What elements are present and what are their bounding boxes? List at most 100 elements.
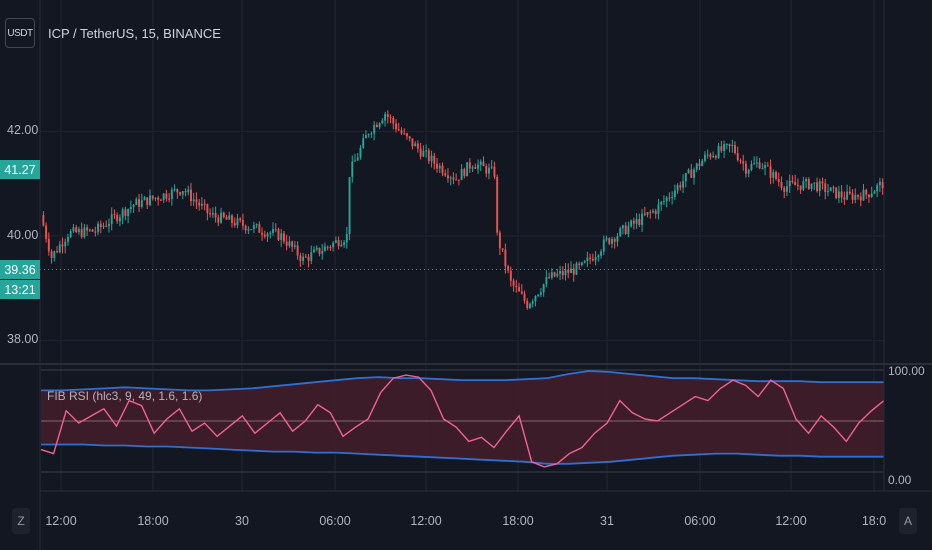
x-tick-6: 18:00	[502, 514, 534, 528]
candle-body	[829, 187, 832, 192]
candle-body	[482, 161, 485, 167]
candle-body	[250, 229, 253, 231]
upper-band-line	[41, 370, 884, 392]
candle-body	[668, 197, 671, 199]
lower-band-line	[41, 443, 884, 465]
candle-body	[395, 123, 397, 130]
zoom-reset-button[interactable]: Z	[12, 508, 30, 534]
candle-body	[266, 233, 269, 237]
candle-body	[523, 293, 526, 301]
candle-body	[67, 236, 69, 242]
x-tick-4: 06:00	[319, 514, 351, 528]
candle-body	[512, 280, 515, 286]
candle-body	[799, 185, 802, 190]
candle-body	[602, 239, 605, 252]
candle-body	[488, 167, 490, 174]
candle-body	[736, 152, 739, 161]
candle-body	[851, 193, 854, 200]
candle-body	[326, 246, 329, 248]
candle-body	[313, 249, 315, 253]
candle-body	[280, 233, 283, 240]
candle-body	[857, 194, 859, 197]
candle-body	[129, 206, 132, 210]
candle-body	[397, 129, 400, 131]
candle-body	[354, 160, 356, 162]
candle-body	[455, 179, 458, 181]
candle-body	[457, 179, 460, 181]
candle-body	[400, 130, 403, 134]
candle-body	[118, 217, 121, 222]
candle-body	[846, 191, 849, 200]
candle-body	[657, 204, 660, 214]
x-tick-1: 12:00	[45, 514, 77, 528]
candle-body	[627, 226, 630, 234]
candle-body	[460, 168, 463, 181]
candle-body	[608, 238, 611, 244]
candle-body	[534, 296, 537, 302]
candle-body	[594, 257, 597, 261]
candle-body	[386, 114, 389, 117]
price-line-tag: 39.36	[0, 260, 40, 279]
candle-body	[635, 219, 638, 224]
candle-body	[203, 203, 206, 205]
candle-body	[843, 197, 846, 200]
candle-body	[501, 248, 504, 250]
candle-body	[556, 273, 559, 277]
candle-body	[796, 185, 799, 187]
symbol-title[interactable]: ICP / TetherUS, 15, BINANCE	[48, 26, 221, 41]
candle-body	[687, 169, 690, 173]
rsi-tick-0: 0.00	[888, 473, 912, 487]
candle-body	[542, 284, 545, 293]
candle-body	[832, 187, 835, 189]
candle-body	[102, 225, 105, 228]
candle-body	[91, 229, 94, 232]
indicator-title[interactable]: FIB RSI (hlc3, 9, 49, 1.6, 1.6)	[47, 389, 203, 403]
candle-body	[425, 150, 428, 152]
candle-body	[241, 220, 244, 226]
candle-body	[116, 214, 119, 222]
x-tick-8: 06:00	[684, 514, 716, 528]
candle-body	[121, 209, 124, 218]
candle-body	[761, 168, 764, 170]
last-price-tag: 41.27	[0, 160, 40, 179]
candle-body	[375, 124, 378, 127]
candle-body	[526, 300, 529, 309]
candle-body	[701, 160, 704, 166]
candle-body	[485, 166, 488, 174]
candle-body	[436, 163, 438, 169]
candle-body	[285, 241, 288, 246]
fib-rsi-pane	[40, 369, 885, 473]
candle-body	[345, 234, 348, 243]
candle-body	[45, 225, 48, 239]
candle-body	[406, 133, 408, 137]
currency-badge[interactable]: USDT	[5, 18, 35, 48]
auto-scale-button[interactable]: A	[899, 508, 917, 534]
candle-body	[742, 161, 745, 164]
candle-body	[755, 162, 758, 164]
candle-body	[389, 116, 392, 118]
candle-body	[135, 199, 138, 205]
candle-body	[753, 163, 756, 165]
candle-body	[83, 227, 86, 237]
candle-body	[154, 197, 157, 199]
x-tick-3: 30	[235, 514, 249, 528]
candle-body	[351, 161, 354, 178]
candle-body	[86, 227, 89, 231]
bar-countdown: 13:21	[0, 280, 40, 299]
candle-body	[159, 199, 162, 201]
candle-body	[321, 251, 324, 254]
candle-body	[652, 210, 654, 213]
x-tick-10: 18:0	[861, 514, 887, 528]
candle-body	[468, 162, 471, 169]
candle-body	[750, 164, 753, 170]
candle-body	[744, 163, 747, 174]
candle-body	[509, 270, 512, 281]
candle-body	[296, 245, 299, 256]
candle-body	[712, 155, 715, 158]
candle-body	[630, 220, 633, 227]
candle-body	[821, 181, 824, 184]
candle-body	[807, 178, 810, 189]
candle-body	[113, 214, 116, 216]
x-tick-5: 12:00	[410, 514, 442, 528]
